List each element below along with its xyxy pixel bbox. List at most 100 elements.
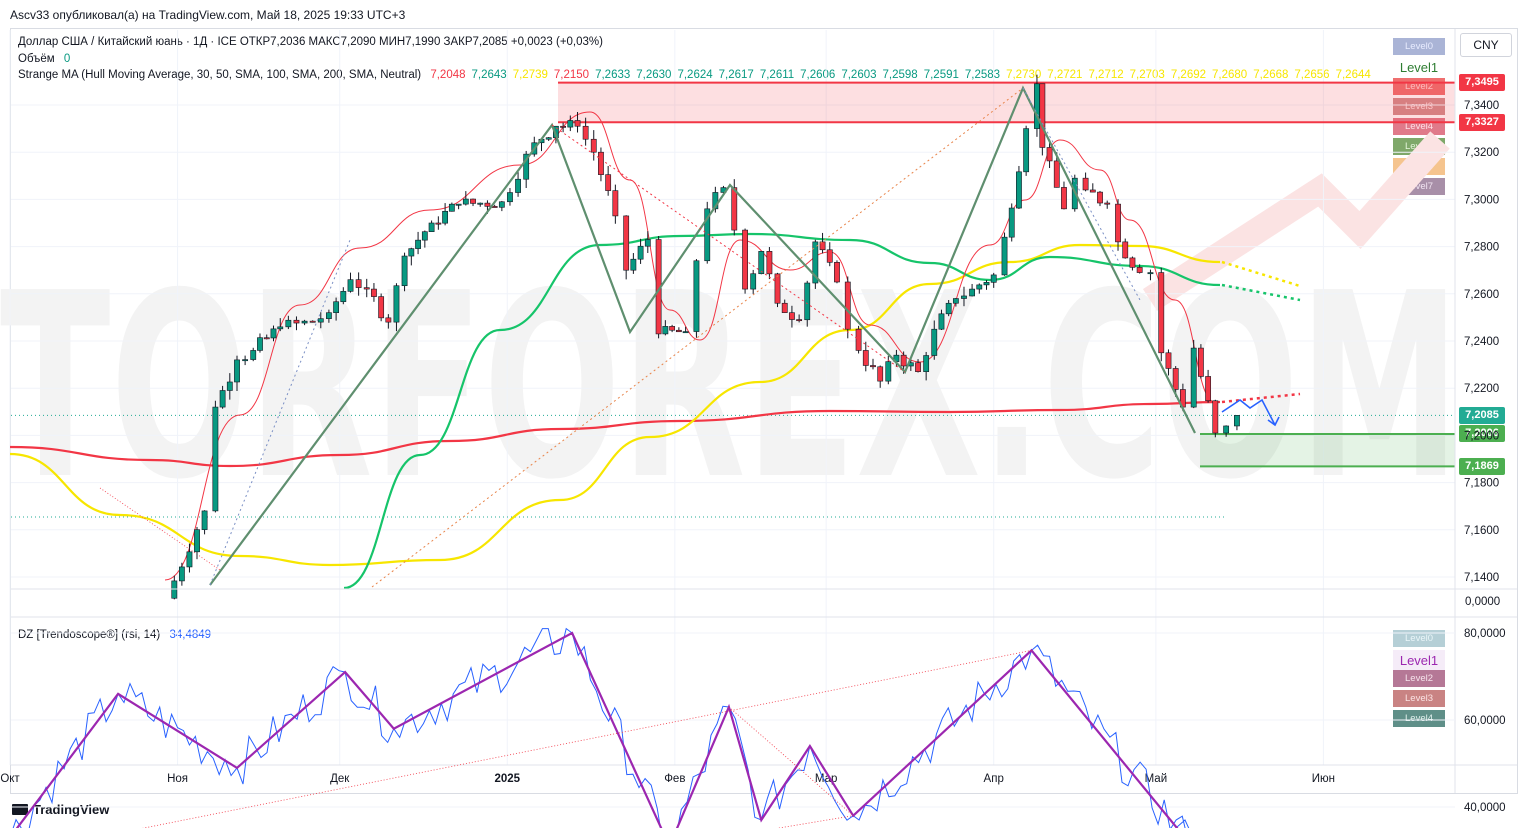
candle-body xyxy=(1008,207,1015,238)
candle-body xyxy=(598,151,604,175)
candle xyxy=(938,309,945,331)
y-tick-label: 7,2400 xyxy=(1464,336,1499,348)
candle-body xyxy=(408,248,415,257)
candle-body xyxy=(826,249,833,263)
candle xyxy=(226,373,233,400)
candle xyxy=(317,312,324,329)
y-tick-label: 7,2600 xyxy=(1464,289,1499,301)
rsi-level-box: Level2 xyxy=(1393,670,1445,687)
candle-body xyxy=(428,222,435,232)
candle xyxy=(415,231,421,255)
candle-body xyxy=(301,320,308,324)
candle xyxy=(630,253,637,274)
candle xyxy=(961,286,967,307)
candle xyxy=(263,334,270,340)
candle xyxy=(862,341,869,372)
watermark-arrow xyxy=(1142,131,1450,311)
y-tick-label: 7,1800 xyxy=(1464,478,1499,490)
candle xyxy=(421,230,428,248)
candle-body xyxy=(1115,203,1121,243)
candle xyxy=(507,188,513,206)
candle-body xyxy=(333,301,340,313)
candle xyxy=(605,165,612,196)
candle xyxy=(347,272,354,293)
candle-body xyxy=(1205,376,1212,402)
candle-body xyxy=(1172,368,1179,390)
x-tick-label: Апр xyxy=(984,773,1004,785)
candle xyxy=(408,247,415,266)
ma-value: 7,2611 xyxy=(759,69,795,81)
ma-value: 7,2624 xyxy=(677,69,713,81)
candle xyxy=(560,122,567,133)
candle xyxy=(242,355,249,366)
candle xyxy=(201,510,208,535)
volume-label: Объём xyxy=(18,53,55,65)
rsi-legend[interactable]: DZ [Trendoscope®] (rsi, 14) 34,4849 xyxy=(18,629,217,641)
level-box: Level1 xyxy=(1393,58,1445,78)
candle xyxy=(774,272,781,308)
trend-line xyxy=(371,87,1024,588)
candle-body xyxy=(630,258,637,271)
price-tag: 7,3495 xyxy=(1459,74,1505,92)
candle xyxy=(385,314,392,329)
candle-body xyxy=(219,390,226,408)
y-tick-label: 7,2000 xyxy=(1464,430,1499,442)
candle xyxy=(983,280,990,290)
candle xyxy=(212,400,219,513)
candle xyxy=(582,117,589,146)
currency-selector[interactable]: CNY xyxy=(1460,33,1512,57)
candle xyxy=(455,203,462,210)
candle xyxy=(750,269,757,294)
candle-body xyxy=(961,295,967,299)
candle xyxy=(662,320,669,336)
candle xyxy=(931,320,938,360)
rsi-level-box: Level4 xyxy=(1393,710,1445,727)
volume-legend[interactable]: Объём 0 xyxy=(18,53,76,65)
candle-body xyxy=(637,245,644,260)
candle xyxy=(789,305,795,328)
ma50-line xyxy=(343,232,1221,590)
candle-body xyxy=(1122,241,1129,259)
candle-body xyxy=(1016,171,1022,209)
x-tick-label: Май xyxy=(1145,773,1168,785)
candle xyxy=(644,231,651,254)
tradingview-logo[interactable]: TradingView xyxy=(12,802,109,817)
candle-body xyxy=(855,328,862,351)
candle-body xyxy=(470,198,476,204)
candle-body xyxy=(293,319,300,324)
ma-legend[interactable]: Strange MA (Hull Moving Average, 30, 50,… xyxy=(18,69,1383,81)
candle-body xyxy=(435,222,442,225)
candle xyxy=(1147,269,1154,281)
candle-body xyxy=(1158,272,1165,354)
ma200-projection xyxy=(1221,392,1301,404)
candle-body xyxy=(355,279,362,288)
candle xyxy=(178,562,185,586)
candle xyxy=(171,575,178,600)
symbol-legend[interactable]: Доллар США / Китайский юань · 1Д · ICE О… xyxy=(18,36,609,48)
candle xyxy=(1023,125,1030,176)
candle-body xyxy=(1001,236,1008,276)
ma-value: 7,2739 xyxy=(512,69,548,81)
price-tag: 7,2006 xyxy=(1459,425,1505,443)
publish-line: Ascv33 опубликовал(а) на TradingView.com… xyxy=(10,8,406,22)
candle-body xyxy=(938,313,945,330)
volume-axis-label: 0,0000 xyxy=(1465,596,1501,608)
candle xyxy=(250,347,257,362)
candle-body xyxy=(442,210,449,224)
candle xyxy=(976,283,983,294)
candle-body xyxy=(515,178,521,193)
candle-body xyxy=(371,288,377,297)
candle xyxy=(675,327,682,333)
ma-value: 7,2617 xyxy=(718,69,754,81)
candle-body xyxy=(285,319,292,328)
ma-value: 7,2721 xyxy=(1047,69,1083,81)
candle xyxy=(1136,264,1143,274)
ma-values: 7,2048 7,2643 7,2739 7,2150 7,2633 7,2630 7,26… xyxy=(430,69,1376,81)
candle-body xyxy=(201,510,208,530)
candle xyxy=(1234,415,1240,431)
candle xyxy=(623,215,630,280)
candle xyxy=(1104,200,1111,209)
rsi-label: DZ [Trendoscope®] (rsi, 14) xyxy=(18,629,161,641)
candle xyxy=(477,202,484,207)
